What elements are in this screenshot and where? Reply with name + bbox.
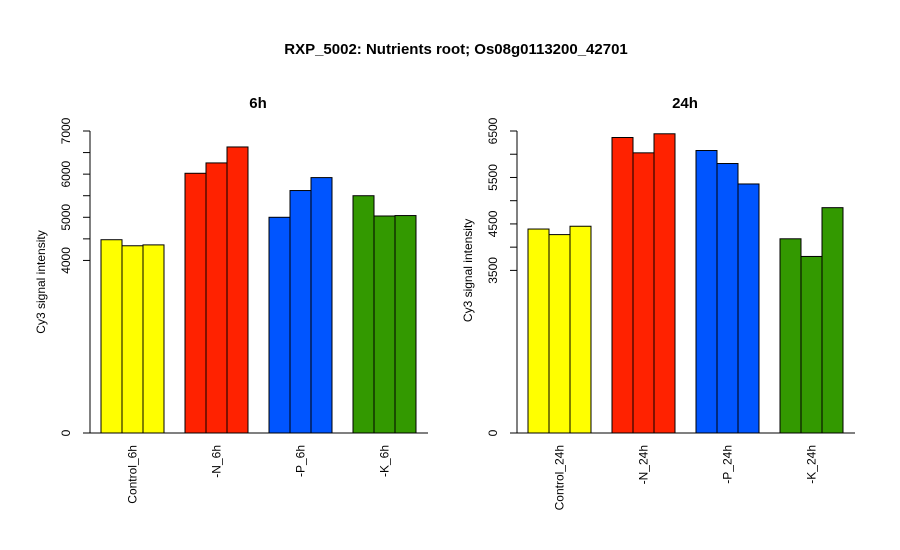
bar bbox=[121, 245, 144, 434]
bar bbox=[352, 195, 375, 434]
bar bbox=[394, 215, 417, 434]
y-tick-label: 0 bbox=[486, 429, 500, 436]
bar bbox=[184, 172, 207, 434]
bar bbox=[142, 244, 165, 434]
y-axis-label: Cy3 signal intensity bbox=[461, 219, 475, 322]
x-category-label: -P_24h bbox=[721, 445, 735, 484]
bar bbox=[289, 190, 312, 434]
y-tick-label: 4000 bbox=[59, 247, 73, 274]
y-tick-label: 6000 bbox=[59, 160, 73, 187]
panel-title: 24h bbox=[672, 95, 698, 112]
y-tick-label: 5500 bbox=[486, 164, 500, 191]
x-category-label: -N_6h bbox=[210, 445, 224, 478]
chart-panel-24h: 24h Cy3 signal intensity 0 3500 4500 5500 6500… bbox=[461, 95, 855, 510]
figure-title: RXP_5002: Nutrients root; Os08g0113200_4… bbox=[284, 41, 628, 58]
bar bbox=[527, 228, 550, 434]
bar bbox=[100, 239, 123, 434]
bar bbox=[632, 152, 655, 434]
x-category-label: -K_24h bbox=[805, 445, 819, 484]
bar bbox=[548, 234, 571, 434]
y-tick-label: 6500 bbox=[486, 117, 500, 144]
bar bbox=[205, 162, 228, 434]
panel-title: 6h bbox=[249, 95, 267, 112]
bar bbox=[779, 238, 802, 434]
bar bbox=[695, 150, 718, 434]
bar bbox=[268, 216, 291, 434]
bar bbox=[569, 225, 592, 434]
bar bbox=[611, 137, 634, 434]
bar bbox=[653, 133, 676, 434]
bar bbox=[310, 177, 333, 434]
y-tick-label: 7000 bbox=[59, 117, 73, 144]
y-tick-label: 3500 bbox=[486, 257, 500, 284]
bar bbox=[716, 163, 739, 434]
x-category-label: Control_6h bbox=[126, 445, 140, 504]
y-axis-label: Cy3 signal intensity bbox=[34, 230, 48, 333]
y-tick-label: 4500 bbox=[486, 210, 500, 237]
chart-panel-6h: 6h Cy3 signal intensity 0 4000 5000 6000 7000 C… bbox=[34, 95, 428, 504]
bar bbox=[226, 146, 249, 434]
y-tick-label: 0 bbox=[59, 429, 73, 436]
bar bbox=[737, 183, 760, 434]
x-category-label: Control_24h bbox=[553, 445, 567, 510]
x-category-label: -N_24h bbox=[637, 445, 651, 484]
bar bbox=[821, 207, 844, 434]
x-category-label: -P_6h bbox=[294, 445, 308, 477]
bar bbox=[800, 255, 823, 434]
bar bbox=[373, 215, 396, 434]
y-tick-label: 5000 bbox=[59, 204, 73, 231]
x-category-label: -K_6h bbox=[378, 445, 392, 477]
